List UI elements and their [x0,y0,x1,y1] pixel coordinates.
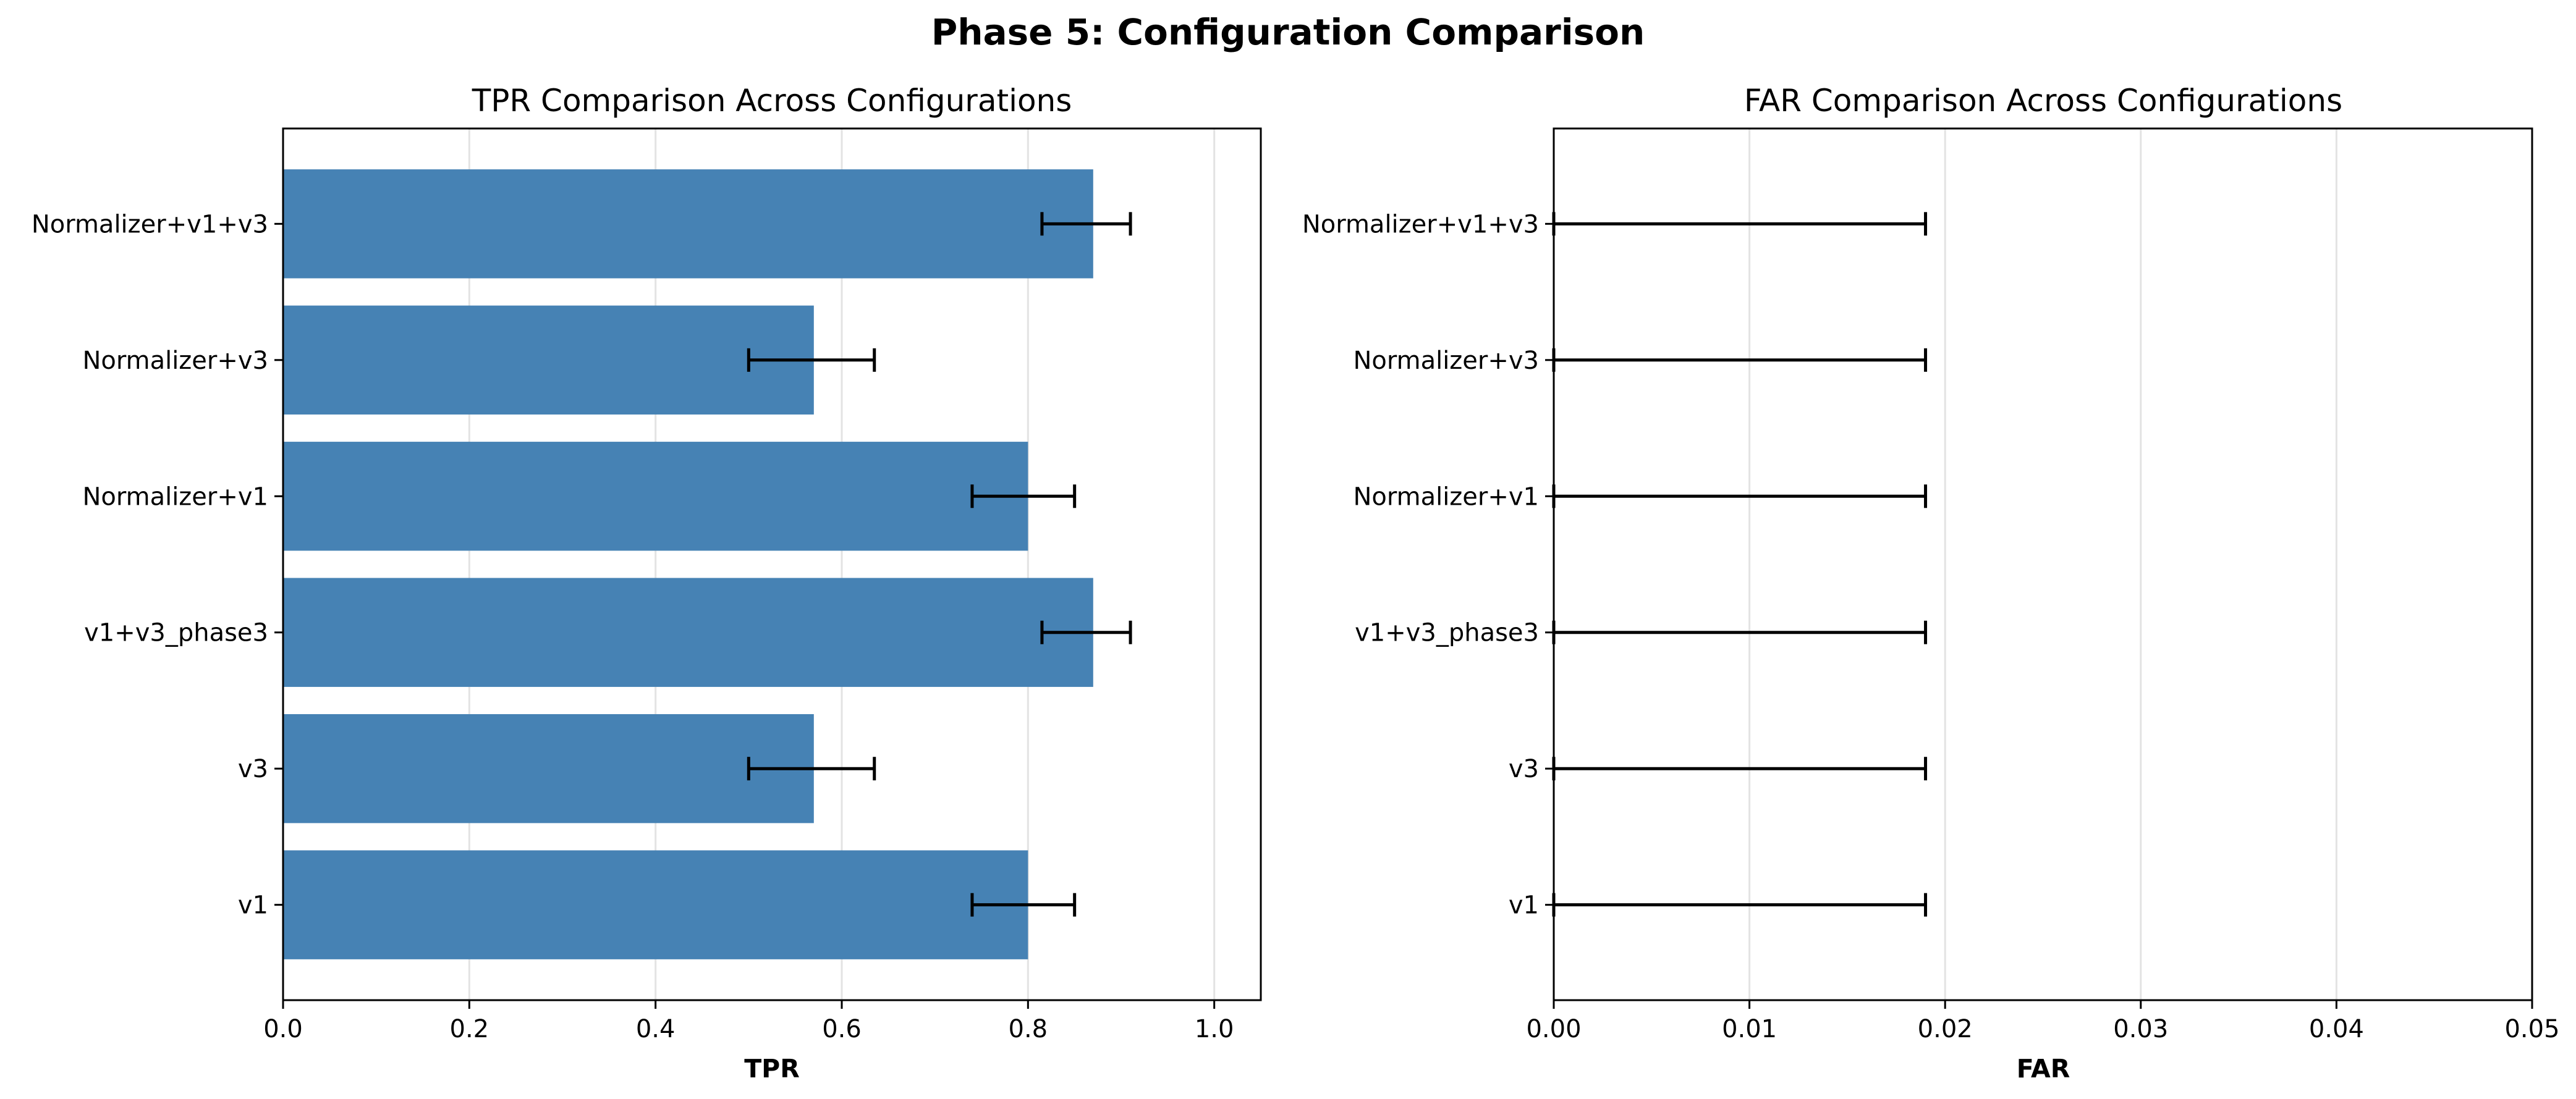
tpr-x-tick-label: 0.8 [1009,1015,1048,1043]
far-x-tick-label: 0.05 [2504,1015,2559,1043]
far-y-tick-label: Normalizer+v1+v3 [1302,210,1539,238]
far-x-axis-label: FAR [2017,1054,2070,1084]
figure-title: Phase 5: Configuration Comparison [931,11,1645,53]
tpr-bar-v3 [283,714,814,823]
tpr-bar-normalizer-v1 [283,442,1028,551]
tpr-x-tick-label: 0.2 [450,1015,489,1043]
far-axes-frame [1553,127,2533,1001]
tpr-chart-title: TPR Comparison Across Configurations [472,83,1072,119]
tpr-y-tick-label: Normalizer+v3 [82,347,268,375]
far-x-tick-label: 0.01 [1722,1015,1777,1043]
far-y-tick-label: v3 [1509,755,1539,783]
far-y-tick-label: Normalizer+v1 [1353,482,1539,511]
tpr-bar-normalizer-v1-v3 [283,169,1093,279]
tpr-bar-v1 [283,850,1028,959]
tpr-y-tick-label: v1 [238,891,268,920]
tpr-panel: TPR Comparison Across Configurations TPR… [32,83,1262,1084]
far-y-tick-label: v1+v3_phase3 [1355,619,1539,647]
tpr-y-tick-label: v3 [238,755,268,783]
tpr-y-tick-label: Normalizer+v1+v3 [32,210,268,238]
far-x-tick-label: 0.03 [2113,1015,2168,1043]
far-chart-title: FAR Comparison Across Configurations [1744,83,2342,119]
tpr-axes-frame [282,127,1262,1001]
tpr-y-tick-label: Normalizer+v1 [82,482,268,511]
tpr-bar-v1-v3-phase3 [283,578,1093,687]
tpr-x-tick-label: 0.6 [822,1015,862,1043]
tpr-bar-normalizer-v3 [283,305,814,415]
far-y-tick-label: v1 [1509,891,1539,920]
tpr-x-tick-label: 1.0 [1195,1015,1234,1043]
far-y-tick-label: Normalizer+v3 [1353,347,1539,375]
tpr-y-tick-label: v1+v3_phase3 [84,619,268,647]
far-x-tick-label: 0.02 [1918,1015,1973,1043]
tpr-x-tick-label: 0.0 [263,1015,303,1043]
tpr-x-tick-label: 0.4 [636,1015,676,1043]
far-x-tick-label: 0.04 [2309,1015,2364,1043]
far-x-tick-label: 0.00 [1526,1015,1581,1043]
far-panel: FAR Comparison Across Configurations FAR… [1302,83,2560,1084]
tpr-x-axis-label: TPR [744,1054,800,1084]
